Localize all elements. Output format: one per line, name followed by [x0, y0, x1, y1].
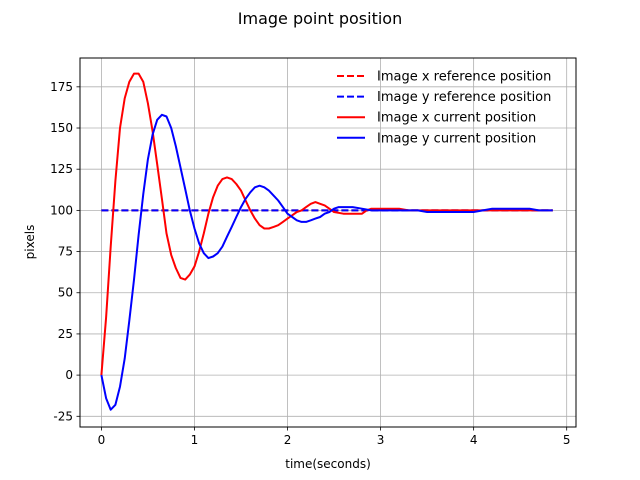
y-tick-label: 125 [50, 162, 73, 176]
y-tick-label: 150 [50, 121, 73, 135]
legend-label: Image y current position [377, 131, 536, 146]
chart-title: Image point position [238, 9, 402, 28]
plot-frame [79, 57, 577, 428]
x-tick-label: 5 [563, 433, 571, 447]
x-axis-ticks: 0 1 2 3 4 5 [98, 427, 571, 447]
y-tick-label: -25 [53, 409, 73, 423]
y-axis-label: pixels [23, 225, 37, 260]
x-tick-label: 1 [191, 433, 199, 447]
legend-label: Image x reference position [377, 70, 551, 85]
series-line-3 [100, 72, 553, 376]
series-lines [100, 72, 553, 411]
series-line-4 [100, 113, 553, 411]
x-tick-label: 4 [470, 433, 478, 447]
legend-label: Image x current position [377, 111, 536, 126]
grid-lines [80, 58, 576, 427]
x-axis-label: time(seconds) [285, 457, 371, 471]
y-tick-label: 75 [58, 245, 73, 259]
y-axis-ticks: -25 0 25 50 75 100 125 150 175 [50, 80, 80, 423]
legend-label: Image y reference position [377, 90, 551, 105]
x-tick-label: 0 [98, 433, 106, 447]
y-tick-label: 25 [58, 327, 73, 341]
y-tick-label: 175 [50, 80, 73, 94]
x-tick-label: 3 [377, 433, 385, 447]
legend: Image x reference position Image y refere… [337, 70, 551, 146]
y-tick-label: 50 [58, 286, 73, 300]
x-tick-label: 2 [284, 433, 292, 447]
y-tick-label: 100 [50, 203, 73, 217]
y-tick-label: 0 [65, 368, 73, 382]
